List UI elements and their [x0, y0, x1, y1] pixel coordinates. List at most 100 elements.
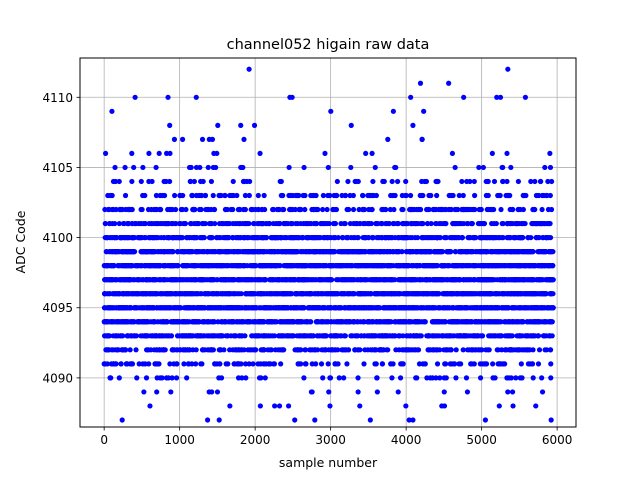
data-point — [357, 403, 363, 409]
data-point — [223, 361, 229, 367]
data-point — [108, 361, 115, 367]
data-point — [370, 277, 376, 283]
data-point — [336, 375, 342, 381]
data-point — [367, 417, 373, 423]
data-point — [432, 291, 438, 297]
data-point — [272, 403, 278, 409]
data-point — [309, 291, 315, 297]
data-point — [113, 333, 119, 339]
data-point — [439, 403, 445, 409]
data-point — [311, 249, 318, 255]
data-point — [471, 361, 477, 367]
data-point — [290, 305, 297, 311]
data-point — [258, 375, 264, 381]
data-point — [471, 277, 477, 283]
data-point — [456, 319, 462, 325]
data-point — [119, 291, 125, 297]
data-point — [108, 305, 114, 311]
data-point — [515, 319, 521, 325]
data-point — [193, 347, 199, 353]
data-point — [499, 249, 505, 255]
data-point — [349, 291, 356, 297]
data-point — [110, 347, 116, 353]
data-point — [408, 305, 414, 311]
data-point — [333, 277, 340, 283]
data-point — [260, 249, 266, 255]
data-point — [390, 361, 396, 367]
data-point — [447, 249, 453, 255]
data-point — [152, 291, 158, 297]
data-point — [254, 333, 260, 339]
data-point — [140, 361, 146, 367]
data-point — [473, 319, 479, 325]
data-point — [270, 249, 277, 255]
data-point — [415, 291, 421, 297]
data-point — [475, 347, 481, 353]
data-point — [489, 249, 495, 255]
data-point — [534, 277, 540, 283]
data-point — [104, 347, 110, 353]
data-point — [463, 263, 469, 269]
data-point — [260, 305, 266, 311]
data-point — [539, 277, 545, 283]
data-point — [510, 305, 516, 311]
data-point — [531, 319, 538, 325]
data-point — [514, 249, 520, 255]
data-point — [464, 389, 471, 395]
data-point — [124, 361, 130, 367]
data-point — [341, 291, 347, 297]
data-point — [309, 389, 315, 395]
data-point — [314, 333, 320, 339]
data-point — [290, 263, 296, 269]
data-point — [327, 375, 333, 381]
data-point — [530, 333, 536, 339]
data-point — [285, 403, 292, 409]
data-point — [390, 305, 396, 311]
data-point — [115, 249, 122, 255]
data-point — [241, 249, 247, 255]
data-point — [257, 403, 263, 409]
data-point — [129, 361, 135, 367]
data-point — [222, 277, 228, 283]
data-point — [234, 305, 240, 311]
data-point — [490, 263, 496, 269]
data-point — [199, 305, 205, 311]
data-point — [217, 347, 223, 353]
data-point — [508, 375, 514, 381]
data-point — [422, 319, 428, 325]
data-point — [517, 263, 523, 269]
data-point — [216, 249, 222, 255]
data-point — [384, 291, 390, 297]
data-point — [224, 333, 231, 339]
data-point — [399, 263, 405, 269]
data-point — [378, 347, 384, 353]
data-point — [440, 277, 447, 283]
data-point — [328, 333, 334, 339]
data-point — [230, 319, 237, 325]
data-point — [461, 305, 467, 311]
data-point — [233, 333, 239, 339]
data-point — [257, 263, 264, 269]
data-point — [424, 277, 430, 283]
data-point — [270, 277, 277, 283]
data-point — [361, 319, 367, 325]
data-point — [214, 263, 220, 269]
data-point — [225, 291, 231, 297]
data-point — [538, 291, 544, 297]
data-point — [443, 375, 449, 381]
data-point — [129, 319, 135, 325]
data-point — [208, 333, 214, 339]
data-point — [509, 389, 516, 395]
data-point — [500, 305, 506, 311]
data-point — [515, 347, 522, 353]
data-point — [243, 375, 249, 381]
data-point — [160, 347, 166, 353]
data-point — [162, 277, 168, 283]
data-point — [480, 277, 486, 283]
data-point — [472, 333, 479, 339]
data-point — [446, 305, 452, 311]
data-point — [198, 277, 204, 283]
data-point — [175, 263, 181, 269]
data-point — [104, 361, 110, 367]
data-point — [405, 263, 411, 269]
